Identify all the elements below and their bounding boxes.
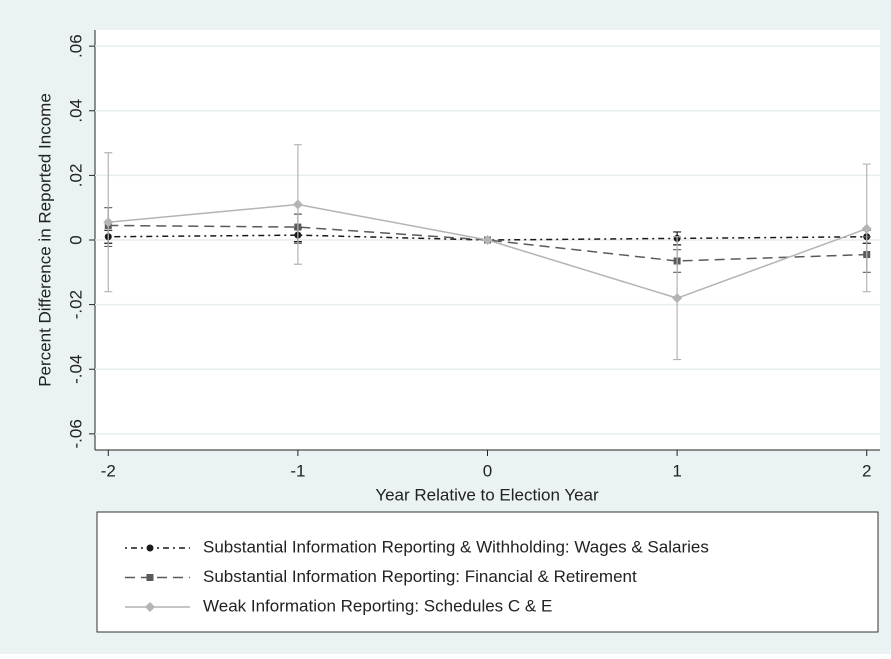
x-tick-label: -2 xyxy=(101,461,116,480)
x-tick-label: 1 xyxy=(672,461,681,480)
legend-label: Weak Information Reporting: Schedules C … xyxy=(203,596,552,615)
y-tick-label: .04 xyxy=(66,99,85,123)
data-point xyxy=(292,199,303,210)
x-axis-title: Year Relative to Election Year xyxy=(375,485,599,504)
legend xyxy=(96,511,879,633)
legend-label: Substantial Information Reporting: Finan… xyxy=(203,567,637,586)
legend-marker xyxy=(146,544,154,552)
series-line xyxy=(108,224,867,262)
data-point xyxy=(103,217,114,228)
y-tick-label: 0 xyxy=(66,235,85,244)
y-tick-label: -.04 xyxy=(66,355,85,384)
y-tick-label: .06 xyxy=(66,34,85,58)
legend-marker xyxy=(146,574,154,581)
data-point xyxy=(672,293,683,304)
legend-label: Substantial Information Reporting & With… xyxy=(203,537,709,556)
y-tick-label: .02 xyxy=(66,164,85,188)
data-point xyxy=(861,223,872,234)
y-tick-label: -.06 xyxy=(66,419,85,448)
x-tick-label: 0 xyxy=(483,461,492,480)
x-tick-label: -1 xyxy=(290,461,305,480)
data-point xyxy=(482,235,493,245)
legend-marker xyxy=(145,602,155,612)
x-tick-label: 2 xyxy=(862,461,871,480)
y-tick-label: -.02 xyxy=(66,290,85,319)
y-axis-title: Percent Difference in Reported Income xyxy=(35,93,54,387)
